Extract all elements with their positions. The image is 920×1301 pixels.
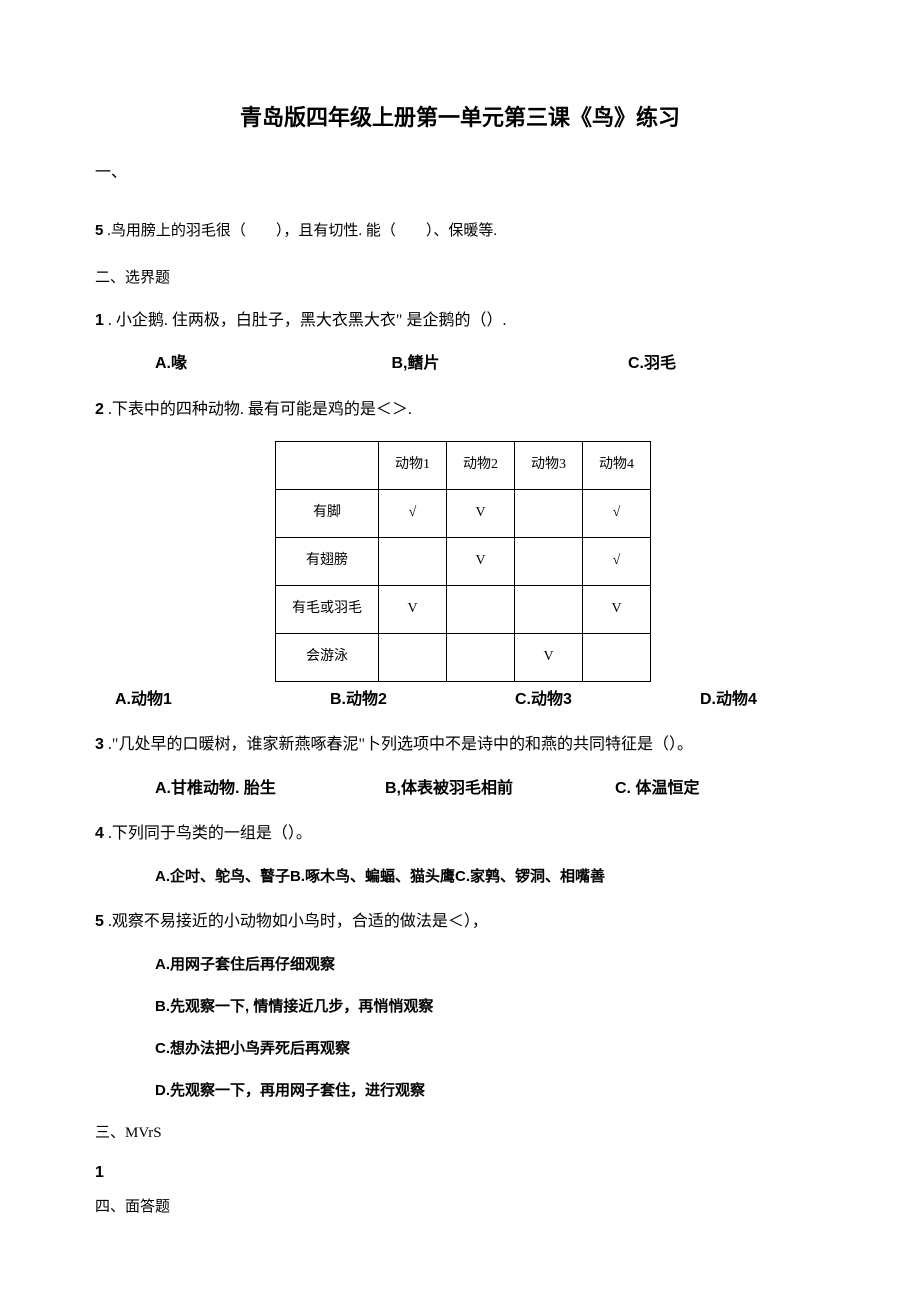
- page-title: 青岛版四年级上册第一单元第三课《鸟》练习: [95, 100, 825, 135]
- mc-question-5: 5 .观察不易接近的小动物如小鸟时，合适的做法是＜），: [95, 909, 825, 935]
- table-row: 会游泳 V: [276, 633, 651, 681]
- q3-text: ."几处早的口暖树，谁家新燕啄春泥"卜列选项中不是诗中的和燕的共同特征是（）。: [104, 736, 693, 753]
- q2-option-b: B.动物2: [240, 687, 455, 713]
- animal-table: 动物1 动物2 动物3 动物4 有脚 √ V √ 有翅膀 V √ 有毛或羽毛 V…: [275, 441, 651, 682]
- q3-option-a: A.甘椎动物. 胎生: [155, 776, 385, 802]
- table-cell: 有毛或羽毛: [276, 585, 379, 633]
- q5-option-b: B.先观察一下, 情情接近几步，再悄悄观察: [95, 995, 825, 1019]
- q4-number: 4: [95, 825, 104, 842]
- table-cell: 有脚: [276, 489, 379, 537]
- q2-option-a: A.动物1: [95, 687, 240, 713]
- q2-option-c: C.动物3: [455, 687, 640, 713]
- table-cell: [583, 633, 651, 681]
- q5-option-d: D.先观察一下，再用网子套住，进行观察: [95, 1079, 825, 1103]
- mc-question-4: 4 .下列同于鸟类的一组是（）。: [95, 821, 825, 847]
- section-one-label: 一、: [95, 160, 825, 186]
- q3-options: A.甘椎动物. 胎生 B,体表被羽毛相前 C. 体温恒定: [95, 776, 825, 802]
- q1-options: A.喙 B,鳍片 C.羽毛: [95, 351, 825, 377]
- section-three-q1: 1: [95, 1160, 825, 1186]
- table-cell: √: [379, 489, 447, 537]
- table-cell: V: [447, 537, 515, 585]
- q4-all-options: A.企吋、鸵鸟、瞽子B.啄木鸟、蝙蝠、猫头鹰C.家鹑、锣洞、相嘴善: [155, 868, 605, 885]
- table-cell: [515, 537, 583, 585]
- table-cell: 动物4: [583, 441, 651, 489]
- section-three-label: 三、MVrS: [95, 1121, 825, 1145]
- table-cell: [447, 585, 515, 633]
- q4-options: A.企吋、鸵鸟、瞽子B.啄木鸟、蝙蝠、猫头鹰C.家鹑、锣洞、相嘴善: [95, 865, 825, 889]
- table-cell: V: [447, 489, 515, 537]
- table-cell: [379, 633, 447, 681]
- table-row: 有脚 √ V √: [276, 489, 651, 537]
- fill-question-5: 5 .鸟用膀上的羽毛很（ ），且有切性. 能（ ）、保暖等.: [95, 216, 825, 246]
- q2-options: A.动物1 B.动物2 C.动物3 D.动物4: [95, 687, 825, 713]
- table-cell: √: [583, 537, 651, 585]
- q2-number: 2: [95, 401, 104, 418]
- q3-option-b: B,体表被羽毛相前: [385, 776, 615, 802]
- table-cell: √: [583, 489, 651, 537]
- table-cell: [515, 489, 583, 537]
- table-cell: 会游泳: [276, 633, 379, 681]
- table-cell: [276, 441, 379, 489]
- q1-text: . 小企鹅. 住两极，白肚子，黑大衣黑大衣" 是企鹅的（）.: [104, 312, 507, 329]
- table-cell: [379, 537, 447, 585]
- table-cell: 动物2: [447, 441, 515, 489]
- q2-text: .下表中的四种动物. 最有可能是鸡的是＜＞.: [104, 401, 412, 418]
- table-cell: V: [583, 585, 651, 633]
- table-cell: [515, 585, 583, 633]
- q3-option-c: C. 体温恒定: [615, 776, 815, 802]
- table-cell: 有翅膀: [276, 537, 379, 585]
- section-four-label: 四、面答题: [95, 1195, 825, 1219]
- q1-number: 1: [95, 312, 104, 329]
- mc-question-2: 2 .下表中的四种动物. 最有可能是鸡的是＜＞.: [95, 397, 825, 423]
- q5-option-a: A.用网子套住后再仔细观察: [95, 953, 825, 977]
- section-two-label: 二、选界题: [95, 266, 825, 290]
- q3-number: 3: [95, 736, 104, 753]
- q1-option-a: A.喙: [155, 351, 391, 377]
- q5mc-text: .观察不易接近的小动物如小鸟时，合适的做法是＜），: [104, 913, 488, 930]
- mc-question-1: 1 . 小企鹅. 住两极，白肚子，黑大衣黑大衣" 是企鹅的（）.: [95, 308, 825, 334]
- table-row: 有毛或羽毛 V V: [276, 585, 651, 633]
- table-cell: V: [379, 585, 447, 633]
- q1-option-b: B,鳍片: [391, 351, 627, 377]
- q1-option-c: C.羽毛: [628, 351, 825, 377]
- q2-option-d: D.动物4: [640, 687, 825, 713]
- table-header-row: 动物1 动物2 动物3 动物4: [276, 441, 651, 489]
- table-cell: 动物3: [515, 441, 583, 489]
- table-row: 有翅膀 V √: [276, 537, 651, 585]
- q5mc-number: 5: [95, 913, 104, 930]
- table-cell: [447, 633, 515, 681]
- q4-text: .下列同于鸟类的一组是（）。: [104, 825, 312, 842]
- q5-fill-text: .鸟用膀上的羽毛很（ ），且有切性. 能（ ）、保暖等.: [103, 223, 497, 239]
- table-cell: 动物1: [379, 441, 447, 489]
- table-cell: V: [515, 633, 583, 681]
- mc-question-3: 3 ."几处早的口暖树，谁家新燕啄春泥"卜列选项中不是诗中的和燕的共同特征是（）…: [95, 732, 825, 758]
- q5-option-c: C.想办法把小鸟弄死后再观察: [95, 1037, 825, 1061]
